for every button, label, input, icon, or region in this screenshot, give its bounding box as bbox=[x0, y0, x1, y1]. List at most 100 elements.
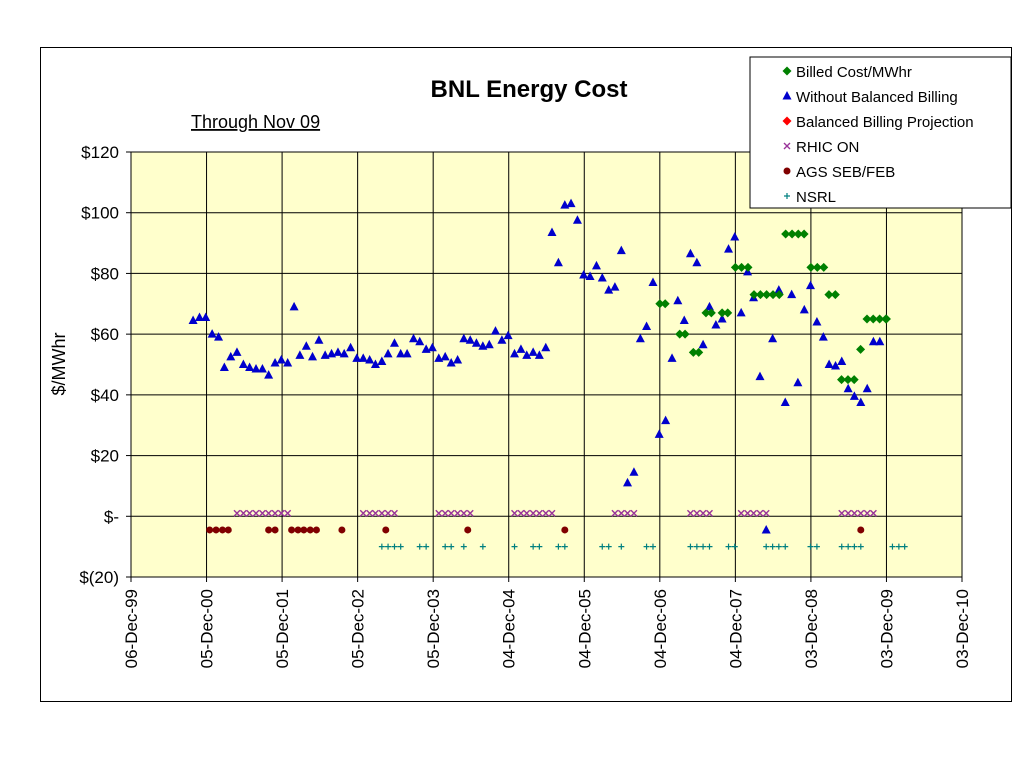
data-point bbox=[397, 543, 404, 550]
data-point bbox=[868, 314, 878, 324]
data-point bbox=[384, 509, 392, 517]
data-point bbox=[610, 282, 620, 291]
data-point bbox=[787, 229, 797, 239]
data-point bbox=[618, 543, 625, 550]
data-point bbox=[768, 333, 778, 343]
data-point bbox=[687, 543, 694, 550]
data-point bbox=[308, 351, 318, 361]
data-point bbox=[863, 509, 871, 517]
data-point bbox=[446, 357, 456, 367]
data-point bbox=[679, 315, 689, 324]
chart-frame: BNL Energy Cost Through Nov 09 $120 $100 $… bbox=[40, 47, 1012, 702]
data-point bbox=[490, 326, 500, 335]
data-point bbox=[851, 543, 858, 550]
data-point bbox=[862, 383, 872, 393]
data-point bbox=[875, 336, 885, 346]
data-point bbox=[775, 543, 782, 550]
data-point bbox=[366, 509, 374, 517]
data-point bbox=[655, 299, 665, 309]
data-point bbox=[523, 509, 531, 517]
data-point bbox=[246, 509, 254, 517]
data-point bbox=[693, 543, 700, 550]
data-point bbox=[207, 329, 217, 338]
data-point bbox=[459, 333, 469, 343]
data-point bbox=[300, 526, 308, 534]
data-point bbox=[333, 347, 343, 356]
data-point bbox=[901, 543, 908, 550]
data-point bbox=[812, 262, 822, 272]
data-point bbox=[206, 526, 214, 534]
data-point bbox=[464, 526, 472, 534]
data-point bbox=[358, 353, 368, 362]
data-point bbox=[604, 285, 614, 294]
data-point bbox=[377, 356, 387, 365]
data-point bbox=[212, 526, 220, 534]
data-point bbox=[294, 526, 302, 534]
x-tick-label: 04-Dec-07 bbox=[726, 589, 745, 668]
data-point bbox=[195, 312, 205, 321]
data-point bbox=[724, 244, 734, 253]
data-point bbox=[579, 269, 589, 279]
data-point bbox=[711, 320, 721, 329]
legend: Billed Cost/MWhr Without Balanced Billing… bbox=[749, 56, 1012, 209]
data-point bbox=[756, 509, 764, 517]
data-point bbox=[654, 429, 664, 438]
data-point bbox=[276, 354, 286, 364]
x-tick-label: 05-Dec-00 bbox=[198, 589, 217, 668]
data-point bbox=[869, 509, 877, 517]
data-point bbox=[454, 509, 462, 517]
data-point bbox=[624, 509, 632, 517]
data-point bbox=[566, 198, 576, 208]
data-point bbox=[214, 332, 224, 341]
data-point bbox=[686, 509, 694, 517]
data-point bbox=[799, 229, 809, 239]
data-point bbox=[698, 339, 708, 349]
marks-layer bbox=[188, 198, 908, 550]
data-point bbox=[265, 509, 273, 517]
data-point bbox=[717, 308, 727, 318]
legend-label: AGS SEB/FEB bbox=[796, 164, 895, 181]
data-point bbox=[555, 543, 562, 550]
y-tick-label: $(20) bbox=[79, 568, 119, 587]
data-point bbox=[427, 342, 437, 352]
data-point bbox=[314, 335, 324, 344]
data-point bbox=[201, 312, 211, 321]
data-point bbox=[723, 308, 733, 318]
data-point bbox=[283, 357, 293, 367]
data-point bbox=[856, 344, 866, 354]
data-point bbox=[875, 314, 885, 324]
data-point bbox=[238, 359, 248, 368]
data-point bbox=[895, 543, 902, 550]
data-point bbox=[277, 509, 285, 517]
data-point bbox=[251, 364, 261, 373]
data-point bbox=[591, 260, 601, 270]
series-nsrl bbox=[378, 543, 908, 550]
data-point bbox=[390, 509, 398, 517]
data-point bbox=[370, 359, 380, 368]
data-point bbox=[530, 543, 537, 550]
data-point bbox=[704, 301, 714, 311]
data-point bbox=[768, 290, 778, 300]
data-point bbox=[819, 262, 829, 272]
data-point bbox=[706, 543, 713, 550]
data-point bbox=[824, 290, 834, 300]
data-point bbox=[541, 342, 551, 352]
data-point bbox=[245, 362, 255, 372]
data-point bbox=[389, 338, 399, 347]
data-point bbox=[465, 335, 475, 344]
data-point bbox=[868, 336, 878, 346]
data-point bbox=[396, 348, 406, 358]
data-point bbox=[693, 509, 701, 517]
data-point bbox=[643, 543, 650, 550]
data-point bbox=[415, 336, 425, 346]
data-point bbox=[611, 509, 619, 517]
data-point bbox=[218, 526, 226, 534]
data-point bbox=[378, 509, 386, 517]
data-point bbox=[460, 509, 468, 517]
data-point bbox=[700, 543, 707, 550]
legend-marker bbox=[783, 142, 791, 150]
data-point bbox=[661, 415, 671, 425]
data-point bbox=[830, 290, 840, 300]
plot-area bbox=[130, 151, 963, 578]
data-point bbox=[561, 526, 569, 534]
